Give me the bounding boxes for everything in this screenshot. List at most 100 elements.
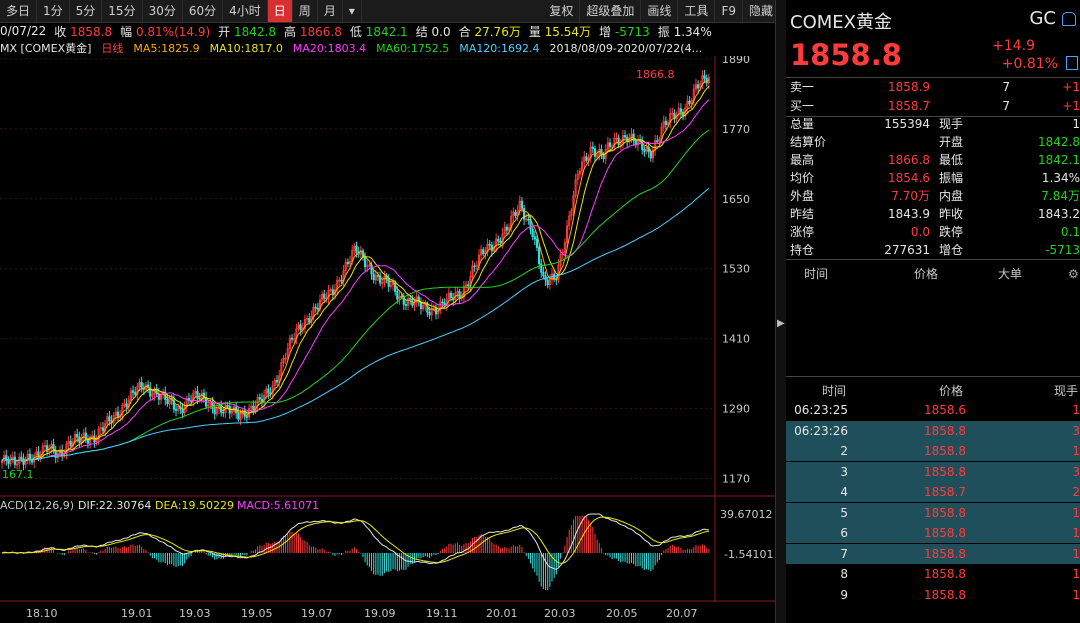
toolbar-button-3[interactable]: 工具 bbox=[678, 0, 716, 22]
trade-header: 时间 价格 现手 bbox=[786, 382, 1080, 400]
macd-dif: DIF:22.30764 bbox=[78, 499, 151, 512]
candle-body bbox=[168, 397, 171, 404]
bell-icon[interactable] bbox=[1062, 12, 1076, 26]
candle-body bbox=[5, 455, 8, 461]
period-tab-5[interactable]: 60分 bbox=[183, 0, 224, 22]
candle-body bbox=[67, 440, 70, 445]
candle-body bbox=[608, 142, 612, 147]
ma5-label: MA5:1825.9 bbox=[133, 41, 200, 55]
info-amp: 幅 0.81%(14.9) bbox=[120, 24, 211, 39]
candle-body bbox=[293, 338, 296, 340]
candle-body bbox=[559, 254, 562, 266]
candle-body bbox=[41, 445, 44, 456]
stat-row: 外盘 7.70万 内盘 7.84万 bbox=[790, 189, 1080, 203]
edit-icon[interactable] bbox=[1066, 56, 1078, 70]
macd-value: MACD:5.61071 bbox=[237, 499, 319, 512]
date-range[interactable]: 2018/08/09-2020/07/22(4... bbox=[549, 41, 703, 55]
candle-body bbox=[273, 379, 276, 386]
candle-body bbox=[297, 324, 300, 330]
candle-body bbox=[439, 301, 442, 312]
candle-body bbox=[690, 100, 693, 104]
ma20-label: MA20:1803.4 bbox=[292, 41, 367, 55]
candle-body bbox=[329, 289, 332, 291]
candle-body bbox=[275, 379, 279, 383]
candle-body bbox=[194, 391, 197, 394]
candle-body bbox=[546, 279, 549, 285]
period-tab-4[interactable]: 30分 bbox=[143, 0, 183, 22]
ma120-label: MA120:1692.4 bbox=[459, 41, 540, 55]
period-tab-1[interactable]: 1分 bbox=[37, 0, 70, 22]
period-tab-8[interactable]: 周 bbox=[293, 0, 318, 22]
candle-body bbox=[46, 445, 49, 452]
toolbar-button-2[interactable]: 画线 bbox=[641, 0, 679, 22]
period-tab-9[interactable]: 月 bbox=[318, 0, 343, 22]
candle-body bbox=[593, 148, 597, 157]
candle-body bbox=[467, 284, 470, 287]
candle-body bbox=[462, 286, 466, 298]
candle-body bbox=[576, 173, 579, 180]
period-tab-10[interactable]: ▾ bbox=[343, 0, 362, 22]
period-tab-2[interactable]: 5分 bbox=[70, 0, 103, 22]
candle-body bbox=[542, 272, 545, 277]
candle-body bbox=[656, 140, 659, 142]
collapse-arrow-icon[interactable]: ▶ bbox=[777, 318, 785, 329]
candle-body bbox=[138, 382, 141, 387]
candle-body bbox=[538, 247, 541, 265]
candle-body bbox=[363, 257, 367, 268]
price-change: +14.9 bbox=[992, 38, 1035, 54]
candlestick-chart[interactable]: 1890 1770 1650 1530 1410 1290 1170 18.10 19.01 19… bbox=[0, 56, 775, 623]
candle-body bbox=[658, 138, 661, 142]
trade-row[interactable]: 2 1858.8 1 bbox=[786, 441, 1080, 461]
trade-row[interactable]: 4 1858.7 2 bbox=[786, 482, 1080, 502]
candle-body bbox=[578, 170, 582, 175]
ma10-label: MA10:1817.0 bbox=[209, 41, 283, 55]
candle-body bbox=[398, 295, 401, 300]
candle-body bbox=[671, 112, 674, 115]
candle-body bbox=[518, 200, 521, 211]
settings-icon: ⚙ bbox=[1068, 267, 1079, 281]
candle-body bbox=[548, 279, 551, 285]
period-tab-0[interactable]: 多日 bbox=[0, 0, 38, 22]
trade-row[interactable]: 3 1858.8 3 bbox=[786, 461, 1080, 482]
candle-body bbox=[527, 218, 530, 221]
toolbar-button-4[interactable]: F9 bbox=[715, 0, 743, 22]
trade-row[interactable]: 06:23:25 1858.6 1 bbox=[794, 403, 1080, 417]
divider bbox=[786, 77, 1080, 78]
toolbar-button-1[interactable]: 超级叠加 bbox=[580, 0, 642, 22]
candle-body bbox=[475, 265, 478, 267]
candle-body bbox=[286, 348, 289, 359]
candle-body bbox=[574, 179, 577, 196]
period-tab-7[interactable]: 日 bbox=[267, 0, 293, 22]
candle-body bbox=[514, 211, 517, 216]
info-settle: 结 0.0 bbox=[415, 24, 451, 39]
candle-body bbox=[106, 416, 109, 425]
period-tab-6[interactable]: 4小时 bbox=[223, 0, 268, 22]
trade-row[interactable]: 7 1858.8 1 bbox=[786, 543, 1080, 564]
trade-row[interactable]: 6 1858.8 1 bbox=[786, 523, 1080, 543]
trade-row[interactable]: 5 1858.8 1 bbox=[786, 502, 1080, 523]
trade-row[interactable]: 8 1858.8 1 bbox=[840, 567, 1080, 581]
stat-row: 涨停 0.0 跌停 0.1 bbox=[790, 225, 1080, 239]
candle-body bbox=[464, 284, 468, 287]
candle-body bbox=[149, 387, 152, 397]
candle-body bbox=[265, 388, 268, 396]
y-tick-label: 1170 bbox=[722, 473, 750, 486]
trade-row[interactable]: 06:23:26 1858.8 3 bbox=[786, 420, 1080, 441]
info-open: 开 1842.8 bbox=[218, 24, 276, 39]
x-tick-label: 20.05 bbox=[606, 607, 638, 620]
trade-row[interactable]: 9 1858.8 1 bbox=[840, 587, 1080, 602]
candle-body bbox=[348, 261, 352, 265]
candle-body bbox=[495, 238, 498, 247]
candle-body bbox=[565, 225, 569, 243]
candle-body bbox=[697, 84, 700, 89]
candle-body bbox=[417, 296, 420, 303]
candle-body bbox=[512, 211, 515, 217]
period-tab-3[interactable]: 15分 bbox=[102, 0, 143, 22]
candle-body bbox=[409, 298, 412, 300]
candle-body bbox=[570, 210, 573, 217]
candle-body bbox=[402, 295, 405, 305]
orderbook-row: 卖一 1858.9 7 +1 bbox=[790, 80, 1080, 94]
candle-body bbox=[308, 318, 311, 323]
toolbar-button-0[interactable]: 复权 bbox=[543, 0, 581, 22]
candle-body bbox=[488, 243, 491, 246]
